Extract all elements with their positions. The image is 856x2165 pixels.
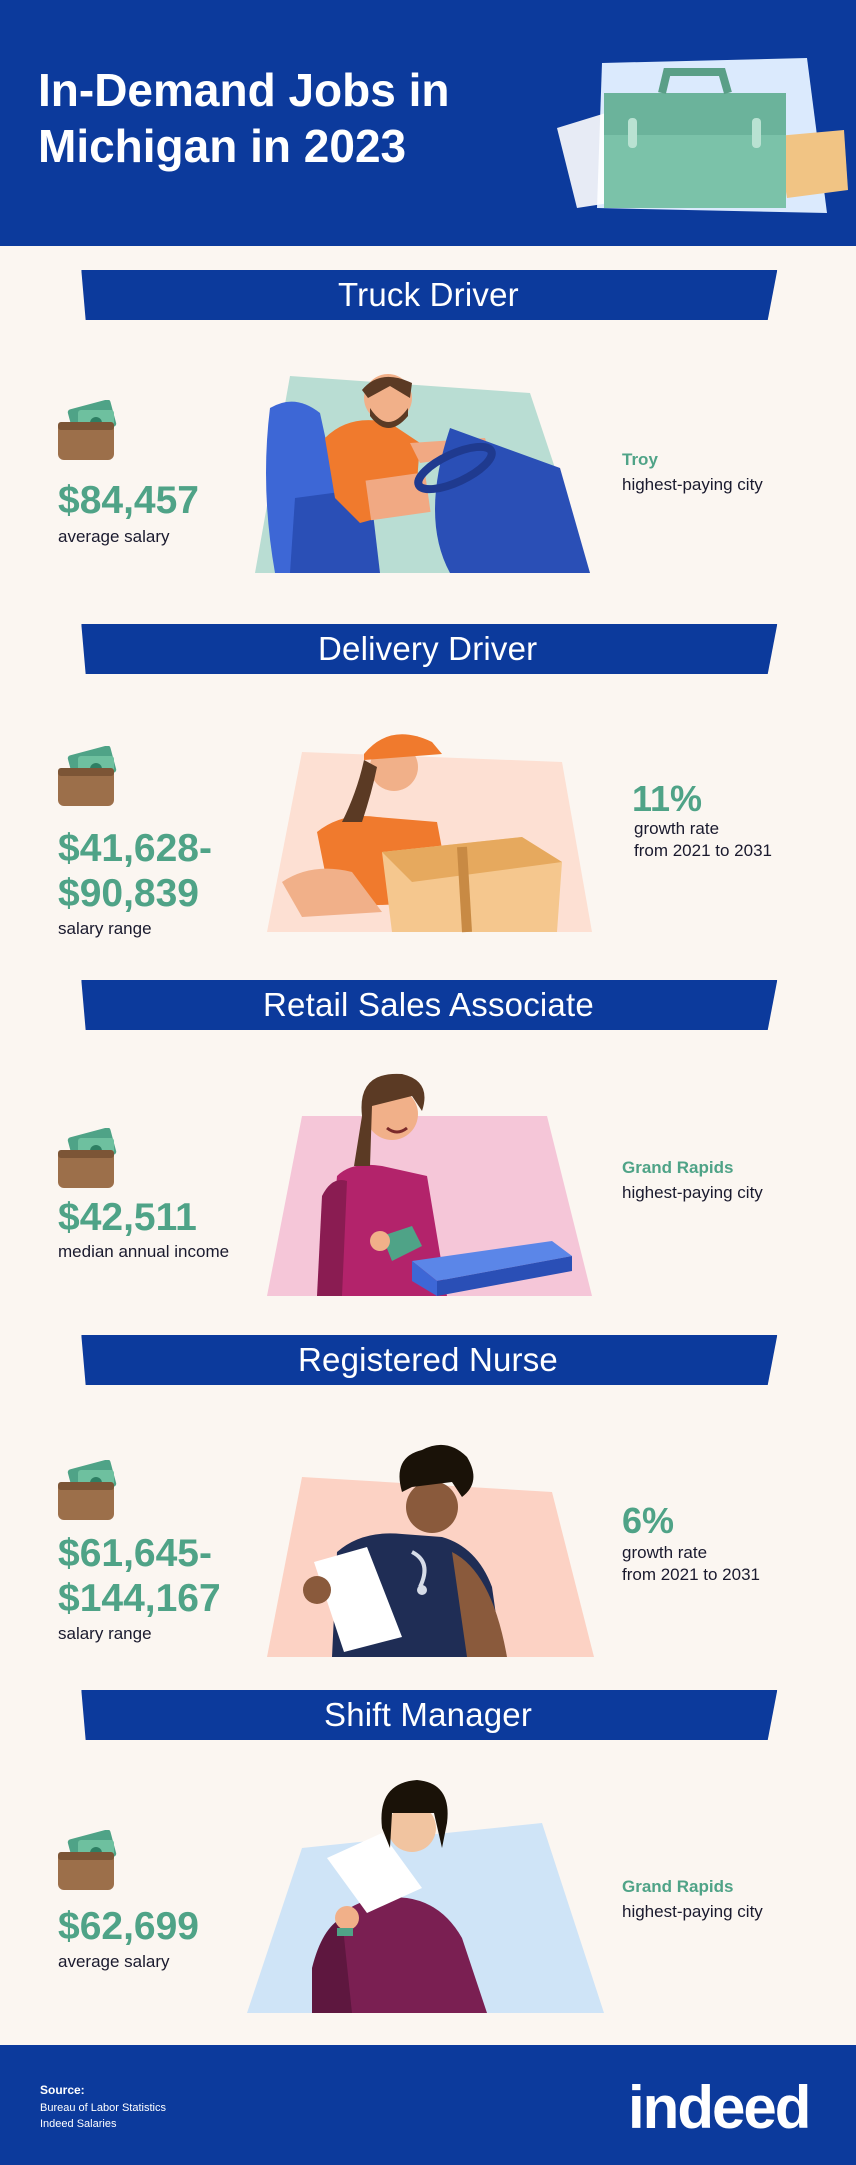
salary-range-start: $61,645- (58, 1532, 212, 1575)
briefcase-icon (557, 58, 848, 213)
source-item: Bureau of Labor Statistics (40, 2102, 166, 2114)
salary-caption: salary range (58, 1624, 152, 1643)
indeed-logo[interactable]: indeed (628, 2074, 811, 2141)
header: In-Demand Jobs in Michigan in 2023 (0, 0, 856, 246)
job-banner-shift-manager: Shift Manager (79, 1690, 778, 1740)
wallet-icon (58, 746, 117, 806)
retail-associate-illustration (267, 1073, 592, 1296)
growth-caption-line2: from 2021 to 2031 (622, 1565, 760, 1584)
growth-rate: 6% (622, 1500, 675, 1541)
growth-caption-line2: from 2021 to 2031 (634, 841, 772, 860)
salary-amount: $42,511 (58, 1196, 197, 1239)
salary-amount: $84,457 (58, 479, 199, 522)
nurse-illustration (267, 1444, 594, 1657)
city-caption: highest-paying city (622, 1902, 763, 1921)
growth-caption-line1: growth rate (622, 1543, 708, 1562)
job-title: Registered Nurse (298, 1341, 558, 1378)
job-title: Truck Driver (337, 276, 519, 313)
salary-caption: average salary (58, 527, 170, 546)
salary-caption: median annual income (58, 1242, 230, 1261)
wallet-icon (58, 1128, 117, 1188)
page-title: In-Demand Jobs in Michigan in 2023 (38, 64, 450, 172)
wallet-icon (58, 1460, 117, 1520)
truck-driver-illustration (255, 374, 590, 573)
job-banner-truck-driver: Truck Driver (79, 270, 778, 320)
growth-caption-line1: growth rate (634, 819, 720, 838)
salary-range-end: $144,167 (58, 1577, 221, 1620)
source-item: Indeed Salaries (40, 2118, 117, 2130)
highest-paying-city: Grand Rapids (622, 1158, 734, 1177)
city-caption: highest-paying city (622, 475, 763, 494)
wallet-icon (58, 1830, 117, 1890)
shift-manager-illustration (247, 1780, 604, 2013)
salary-amount: $62,699 (58, 1905, 199, 1948)
salary-range-end: $90,839 (58, 872, 199, 915)
job-banner-delivery-driver: Delivery Driver (79, 624, 778, 674)
delivery-driver-illustration (267, 734, 592, 933)
job-title: Shift Manager (323, 1696, 533, 1733)
salary-caption: salary range (58, 919, 152, 938)
job-banner-registered-nurse: Registered Nurse (79, 1335, 778, 1385)
salary-caption: average salary (58, 1952, 170, 1971)
city-caption: highest-paying city (622, 1183, 763, 1202)
job-banner-retail-sales-associate: Retail Sales Associate (79, 980, 778, 1030)
highest-paying-city: Troy (622, 450, 658, 469)
wallet-icon (58, 400, 117, 460)
salary-range-start: $41,628- (58, 827, 212, 870)
highest-paying-city: Grand Rapids (622, 1877, 734, 1896)
growth-rate: 11% (632, 778, 703, 819)
footer: Source: Bureau of Labor Statistics Indee… (0, 2045, 856, 2165)
source-label: Source: (40, 2083, 85, 2097)
job-title: Retail Sales Associate (262, 986, 594, 1023)
job-title: Delivery Driver (318, 630, 538, 667)
